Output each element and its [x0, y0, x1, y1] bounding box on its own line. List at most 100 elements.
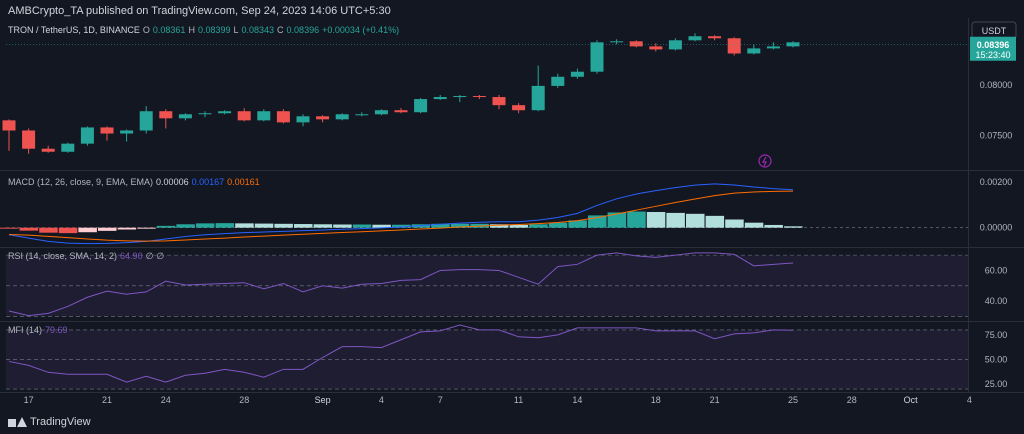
- macd-legend-macd: 0.00167: [192, 177, 225, 187]
- tradingview-footer[interactable]: TradingView: [8, 416, 91, 428]
- x-axis-tick: 14: [572, 395, 582, 405]
- macd-histogram-bar: [235, 223, 254, 228]
- candle-body: [472, 96, 486, 98]
- candle-body: [727, 38, 741, 54]
- x-axis-tick: 24: [161, 395, 171, 405]
- macd-histogram-bar: [58, 227, 78, 234]
- macd-histogram-bar: [392, 224, 411, 228]
- close-label: C: [277, 25, 284, 35]
- macd-histogram-bar: [19, 227, 39, 231]
- macd-histogram-bar: [607, 212, 627, 228]
- macd-histogram-bar: [509, 224, 529, 228]
- low-value: 0.08343: [242, 25, 275, 35]
- last-price-value: 0.08396: [977, 40, 1010, 50]
- candle-body: [296, 116, 310, 123]
- macd-histogram-bar: [313, 224, 333, 228]
- candle-body: [41, 148, 55, 152]
- candle-body: [120, 130, 134, 134]
- macd-histogram-bar: [78, 227, 97, 233]
- rsi-axis-tick: 40.00: [985, 296, 1008, 306]
- x-axis-tick: Oct: [904, 395, 919, 405]
- macd-legend-label: MACD (12, 26, close, 9, EMA, EMA): [8, 177, 153, 187]
- macd-histogram-bar: [196, 223, 215, 228]
- macd-histogram-bar: [176, 224, 195, 228]
- candle-body: [100, 127, 114, 134]
- tradingview-logo-icon: [8, 417, 27, 427]
- mfi-axis-tick: 75.00: [985, 330, 1008, 340]
- candle-body: [257, 111, 271, 121]
- x-axis-tick: 21: [102, 395, 112, 405]
- high-value: 0.08399: [198, 25, 231, 35]
- bar-countdown: 15:23:40: [975, 50, 1010, 60]
- mfi-band-fill: [6, 329, 968, 390]
- macd-histogram-bar: [784, 226, 803, 228]
- macd-histogram-bar: [666, 212, 685, 228]
- macd-histogram-bar: [372, 224, 391, 228]
- candle-body: [414, 99, 428, 113]
- candle-body: [139, 111, 153, 131]
- macd-histogram-bar: [490, 224, 509, 228]
- tradingview-brand: TradingView: [30, 416, 91, 428]
- candle-body: [610, 41, 624, 43]
- mfi-axis-tick: 50.00: [985, 354, 1008, 364]
- low-label: L: [233, 25, 238, 35]
- candle-body: [316, 116, 330, 120]
- x-axis-tick: 4: [967, 395, 972, 405]
- candle-body: [747, 48, 761, 54]
- x-axis-tick: 7: [438, 395, 443, 405]
- candle-body: [786, 42, 800, 47]
- x-axis-tick: 25: [788, 395, 798, 405]
- macd-histogram-bar: [548, 222, 568, 228]
- macd-histogram-bar: [646, 212, 666, 228]
- candle-body: [629, 41, 643, 47]
- candle-body: [178, 114, 192, 119]
- candle-body: [433, 97, 447, 100]
- price-axis-tick: 0.07500: [980, 131, 1013, 141]
- mfi-legend-value: 79.69: [45, 325, 68, 335]
- currency-label: USDT: [982, 26, 1007, 36]
- macd-histogram-bar: [117, 227, 137, 230]
- macd-histogram-bar: [0, 227, 19, 229]
- candle-body: [590, 42, 604, 72]
- candle-body: [61, 143, 75, 152]
- candle-body: [570, 71, 584, 77]
- macd-histogram-bar: [215, 223, 235, 228]
- x-axis-tick: 17: [24, 395, 34, 405]
- macd-histogram-bar: [294, 224, 313, 228]
- macd-histogram-bar: [764, 224, 783, 228]
- macd-histogram-bar: [274, 223, 293, 228]
- candle-body: [80, 127, 94, 144]
- last-price-badge: [970, 36, 1016, 61]
- candle-body: [2, 120, 16, 131]
- x-axis-tick: 28: [239, 395, 249, 405]
- x-axis-tick: 18: [651, 395, 661, 405]
- macd-histogram-bar: [39, 227, 58, 233]
- candle-body: [218, 111, 232, 114]
- macd-legend-signal: 0.00161: [227, 177, 260, 187]
- macd-histogram-bar: [725, 219, 744, 228]
- rsi-legend-value: 64.90: [120, 251, 143, 261]
- x-axis-tick: 11: [514, 395, 523, 405]
- macd-legend-hist: 0.00006: [156, 177, 189, 187]
- candle-body: [198, 113, 212, 115]
- macd-histogram-bar: [568, 220, 587, 228]
- rsi-legend-label: RSI (14, close, SMA, 14, 2): [8, 251, 117, 261]
- macd-line: [8, 183, 794, 245]
- macd-axis-tick: 0.00200: [980, 177, 1013, 187]
- macd-histogram-bar: [686, 213, 705, 228]
- macd-histogram-bar: [352, 224, 372, 228]
- close-value: 0.08396: [287, 25, 320, 35]
- candle-body: [649, 46, 663, 50]
- candle-body: [766, 46, 780, 49]
- rsi-legend-extra: ∅: [146, 251, 154, 261]
- rsi-legend-extra: ∅: [156, 251, 164, 261]
- rsi-axis-tick: 60.00: [985, 265, 1008, 275]
- mfi-axis-tick: 25.00: [985, 379, 1008, 389]
- candle-body: [276, 111, 290, 123]
- candle-body: [374, 110, 388, 115]
- candle-body: [355, 114, 369, 116]
- published-caption: AMBCrypto_TA published on TradingView.co…: [8, 5, 391, 17]
- change-value: +0.00034 (+0.41%): [322, 25, 399, 35]
- lightning-bolt-icon: [761, 156, 767, 167]
